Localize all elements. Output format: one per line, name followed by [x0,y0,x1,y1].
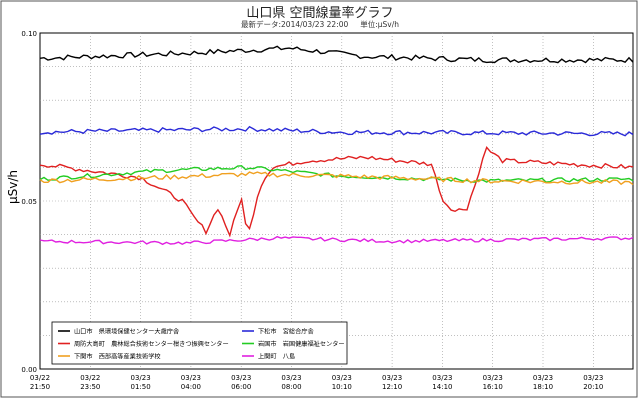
x-tick-label: 03/23 [281,374,301,382]
series-line-shimonoseki [39,171,634,186]
chart-subtitle: 最新データ:2014/03/23 22:00 単位:μSv/h [0,19,640,30]
x-tick-label: 03/23 [583,374,603,382]
series-line-yamaguchi [39,45,634,64]
plot-frame [39,32,634,370]
y-tick-label: 0.05 [21,198,37,206]
x-tick-label: 03/23 [131,374,151,382]
legend-label-kudamatsu: 下松市 宮総合庁舎 [258,328,314,336]
x-tick-label: 03/22 [80,374,100,382]
x-tick-label: 04:00 [181,383,201,391]
legend-label-yamaguchi: 山口市 県環境保健センター大歳庁舎 [74,328,179,336]
x-tick-label: 06:00 [231,383,251,391]
x-tick-label: 16:10 [483,383,503,391]
x-tick-label: 03/23 [332,374,352,382]
x-tick-label: 21:50 [30,383,50,391]
x-tick-label: 03/23 [382,374,402,382]
x-tick-label: 18:10 [533,383,553,391]
x-tick-label: 03/23 [432,374,452,382]
legend-box [51,321,348,365]
x-tick-label: 12:10 [382,383,402,391]
x-tick-label: 03/23 [181,374,201,382]
x-tick-label: 08:00 [281,383,301,391]
latest-label: 最新データ: [241,20,282,29]
series-line-iwakuni [39,165,634,183]
x-tick-label: 03/23 [231,374,251,382]
legend-label-suooshima: 周防大島町 農林総合技術センター柑きつ振興センター [74,340,229,348]
chart-title: 山口県 空間線量率グラフ [246,6,394,21]
unit-value: μSv/h [377,20,399,29]
legend-label-kaminoseki: 上関町 八島 [258,353,295,361]
y-tick-label: 0.00 [21,366,37,374]
x-tick-label: 03/22 [30,374,50,382]
x-tick-label: 03/23 [483,374,503,382]
legend-label-iwakuni: 岩国市 岩国健康福祉センター [258,340,345,348]
series-line-kudamatsu [39,125,634,137]
x-tick-label: 14:10 [432,383,452,391]
x-tick-label: 23:50 [80,383,100,391]
unit-label: 単位: [360,20,378,29]
legend-label-shimonoseki: 下関市 西部高等産業技術学校 [74,353,161,361]
x-tick-label: 03/23 [533,374,553,382]
x-tick-label: 20:10 [583,383,603,391]
series-line-suooshima [39,146,634,238]
x-tick-label: 01:50 [131,383,151,391]
latest-time: 2014/03/23 22:00 [281,20,349,29]
x-tick-label: 10:10 [332,383,352,391]
y-tick-label: 0.10 [21,30,37,38]
series-line-kaminoseki [39,235,634,246]
